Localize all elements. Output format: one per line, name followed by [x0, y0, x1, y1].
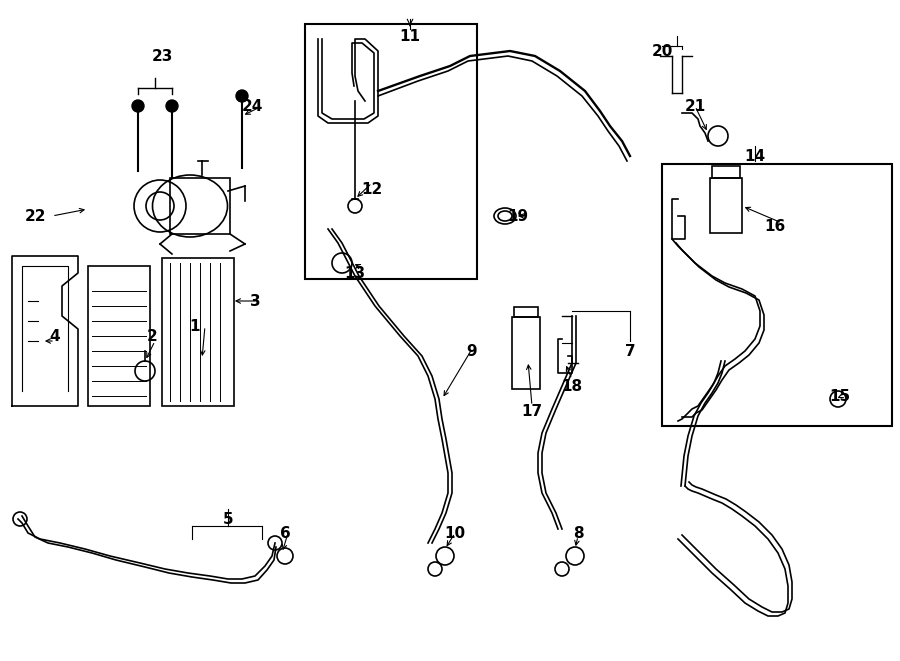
Bar	[662, 164, 892, 426]
Text: 2: 2	[147, 329, 158, 344]
Circle shape	[132, 100, 144, 112]
Text: 20: 20	[652, 44, 672, 59]
Text: 7: 7	[625, 344, 635, 358]
Text: 9: 9	[467, 344, 477, 358]
Bar	[88, 266, 150, 406]
Bar	[712, 166, 740, 178]
Bar	[710, 178, 742, 233]
Circle shape	[236, 90, 248, 102]
Text: 13: 13	[345, 266, 365, 280]
Circle shape	[166, 100, 178, 112]
Text: 5: 5	[222, 512, 233, 527]
Text: 12: 12	[362, 182, 382, 196]
Bar	[305, 24, 477, 279]
Text: 3: 3	[249, 293, 260, 309]
Text: 8: 8	[572, 525, 583, 541]
Bar	[162, 258, 234, 406]
Text: 21: 21	[684, 98, 706, 114]
Text: 10: 10	[445, 525, 465, 541]
Text: 17: 17	[521, 403, 543, 418]
Text: 4: 4	[50, 329, 60, 344]
Bar	[514, 307, 538, 317]
Text: 18: 18	[562, 379, 582, 393]
Bar	[170, 178, 230, 234]
Text: 6: 6	[280, 525, 291, 541]
Text: 15: 15	[830, 389, 850, 403]
Text: 14: 14	[744, 149, 766, 163]
Bar	[512, 317, 540, 389]
Text: 23: 23	[151, 48, 173, 63]
Text: 1: 1	[190, 319, 200, 334]
Text: 24: 24	[241, 98, 263, 114]
Text: 11: 11	[400, 28, 420, 44]
Text: 19: 19	[508, 208, 528, 223]
Text: 16: 16	[764, 219, 786, 233]
Text: 22: 22	[24, 208, 46, 223]
